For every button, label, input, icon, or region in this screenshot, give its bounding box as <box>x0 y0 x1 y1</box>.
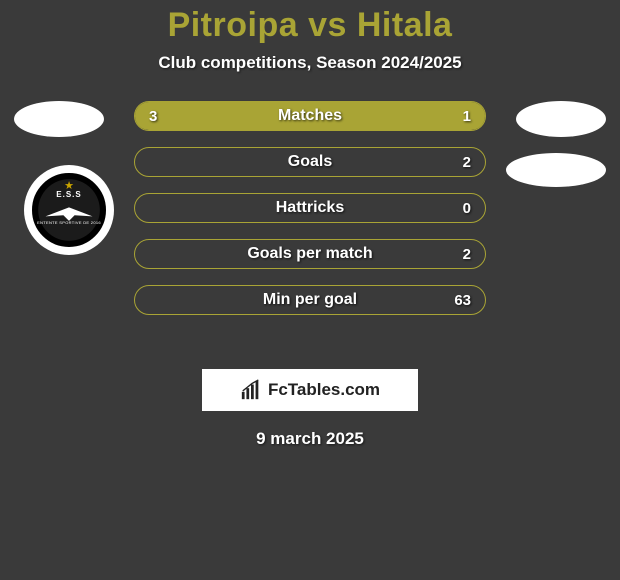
fctables-logo: FcTables.com <box>202 369 418 411</box>
stat-label: Min per goal <box>135 291 485 309</box>
stat-fill-left <box>135 102 398 130</box>
stat-label: Goals per match <box>135 245 485 263</box>
stats-bars: Matches31Goals2Hattricks0Goals per match… <box>134 101 486 331</box>
stat-value-right: 2 <box>463 148 471 176</box>
stat-row: Goals2 <box>134 147 486 177</box>
stat-fill-right <box>398 102 486 130</box>
team-badge-inner: ★ E.S.S ENTENTE SPORTIVE DE 2016 <box>32 173 106 247</box>
stat-value-right: 63 <box>454 286 471 314</box>
stat-row: Hattricks0 <box>134 193 486 223</box>
stat-value-right: 2 <box>463 240 471 268</box>
subtitle: Club competitions, Season 2024/2025 <box>0 53 620 73</box>
chart-icon <box>240 379 262 401</box>
team-logo-left-placeholder <box>14 101 104 137</box>
team-logo-right-placeholder <box>516 101 606 137</box>
footer-brand-text: FcTables.com <box>268 380 380 400</box>
stat-row: Goals per match2 <box>134 239 486 269</box>
stat-row: Min per goal63 <box>134 285 486 315</box>
stat-label: Goals <box>135 153 485 171</box>
badge-initials: E.S.S <box>56 190 81 199</box>
stat-value-left: 3 <box>149 102 157 130</box>
comparison-card: Pitroipa vs Hitala Club competitions, Se… <box>0 0 620 449</box>
page-title: Pitroipa vs Hitala <box>0 6 620 45</box>
body-area: ★ E.S.S ENTENTE SPORTIVE DE 2016 Matches… <box>0 101 620 361</box>
date-label: 9 march 2025 <box>0 429 620 449</box>
stat-row: Matches31 <box>134 101 486 131</box>
team-logo-right-placeholder-2 <box>506 153 606 187</box>
stat-value-right: 1 <box>463 102 471 130</box>
stat-value-right: 0 <box>463 194 471 222</box>
team-badge-left: ★ E.S.S ENTENTE SPORTIVE DE 2016 <box>24 165 114 255</box>
stat-label: Hattricks <box>135 199 485 217</box>
badge-subtext: ENTENTE SPORTIVE DE 2016 <box>37 220 101 225</box>
